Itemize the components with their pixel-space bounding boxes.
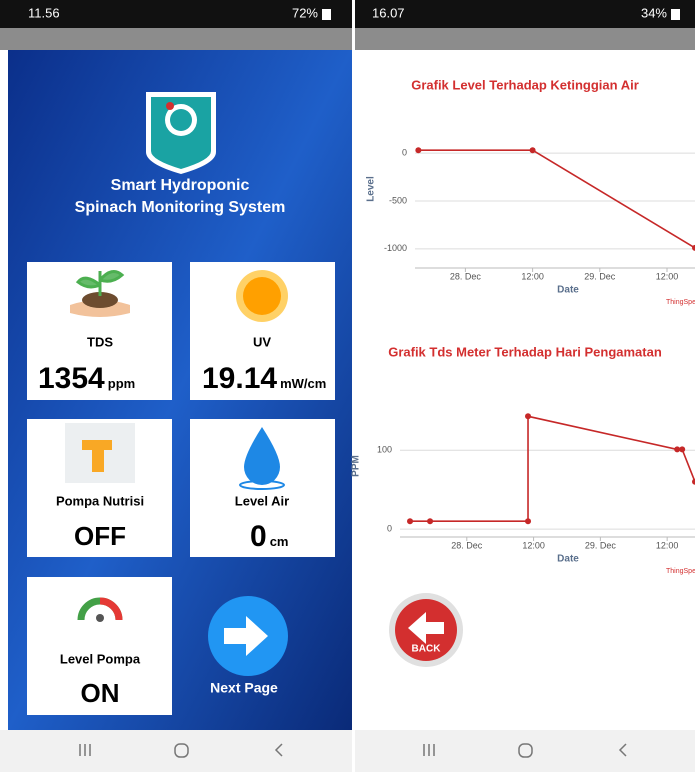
app-title: Smart Hydroponic — [111, 177, 250, 194]
status-time: 16.07 — [372, 5, 405, 20]
y-tick-label: 100 — [377, 445, 392, 455]
app-subtitle: Spinach Monitoring System — [75, 199, 286, 216]
x-tick-label: 12:00 — [656, 540, 679, 550]
data-point — [525, 413, 531, 419]
status-time: 11.56 — [28, 5, 60, 20]
y-axis-label: PPM — [351, 455, 362, 477]
card-value: OFF — [74, 521, 126, 551]
status-battery: 34% — [641, 5, 667, 20]
nav-bar — [355, 730, 695, 772]
x-tick-label: 29. Dec — [585, 540, 617, 550]
x-tick-label: 28. Dec — [450, 271, 482, 281]
y-tick-label: 0 — [402, 147, 407, 157]
unit: ppm — [108, 376, 135, 391]
value: 0 — [250, 520, 267, 553]
icon — [92, 450, 104, 472]
value: 1354 — [38, 362, 105, 395]
left-screen: 11.56 72% Smart Hydroponic Spinach Monit… — [0, 0, 352, 772]
next-button-label[interactable]: Next Page — [210, 680, 278, 696]
back-button-label[interactable]: BACK — [412, 644, 442, 655]
data-point — [679, 446, 685, 452]
x-tick-label: 12:00 — [656, 271, 679, 281]
data-point — [407, 518, 413, 524]
unit: cm — [270, 534, 289, 549]
logo — [146, 92, 216, 174]
back-button[interactable]: BACK — [389, 593, 463, 667]
source-credit: ThingSpeak.com — [666, 568, 695, 575]
data-point — [530, 147, 536, 153]
battery-icon — [322, 9, 331, 20]
next-button[interactable]: Next Page — [208, 596, 288, 696]
y-tick-label: 0 — [387, 523, 392, 533]
x-tick-label: 29. Dec — [584, 271, 616, 281]
status-battery: 72% — [292, 5, 318, 20]
card-label: UV — [253, 334, 271, 349]
chart-title: Grafik Tds Meter Terhadap Hari Pengamata… — [388, 344, 662, 359]
value: 19.14 — [202, 362, 277, 395]
card-label: Pompa Nutrisi — [56, 493, 144, 508]
y-tick-label: -1000 — [384, 243, 407, 253]
card-pump: Pompa Nutrisi OFF — [27, 419, 172, 557]
icon — [82, 440, 112, 450]
card-label: TDS — [87, 334, 113, 349]
x-tick-label: 12:00 — [521, 271, 544, 281]
app-bar — [0, 28, 352, 50]
card-level-pompa: Level Pompa ON — [27, 577, 172, 715]
card-label: Level Air — [235, 493, 289, 508]
app-bar — [355, 28, 695, 50]
card-label: Level Pompa — [60, 651, 141, 666]
icon — [243, 277, 281, 315]
nav-bar — [0, 730, 352, 772]
x-axis-label: Date — [557, 554, 579, 565]
unit: mW/cm — [280, 376, 326, 391]
screenshot: 11.56 72% Smart Hydroponic Spinach Monit… — [0, 0, 695, 772]
y-tick-label: -500 — [389, 195, 407, 205]
chart-title: Grafik Level Terhadap Ketinggian Air — [411, 77, 639, 92]
x-tick-label: 12:00 — [522, 540, 545, 550]
data-point — [525, 518, 531, 524]
y-axis-label: Level — [366, 176, 377, 202]
source-credit: ThingSpeak.com — [666, 299, 695, 306]
data-point — [415, 147, 421, 153]
x-tick-label: 28. Dec — [451, 540, 483, 550]
x-axis-label: Date — [557, 285, 579, 296]
card-value: ON — [81, 678, 120, 708]
icon — [96, 614, 104, 622]
battery-icon — [671, 9, 680, 20]
data-point — [427, 518, 433, 524]
